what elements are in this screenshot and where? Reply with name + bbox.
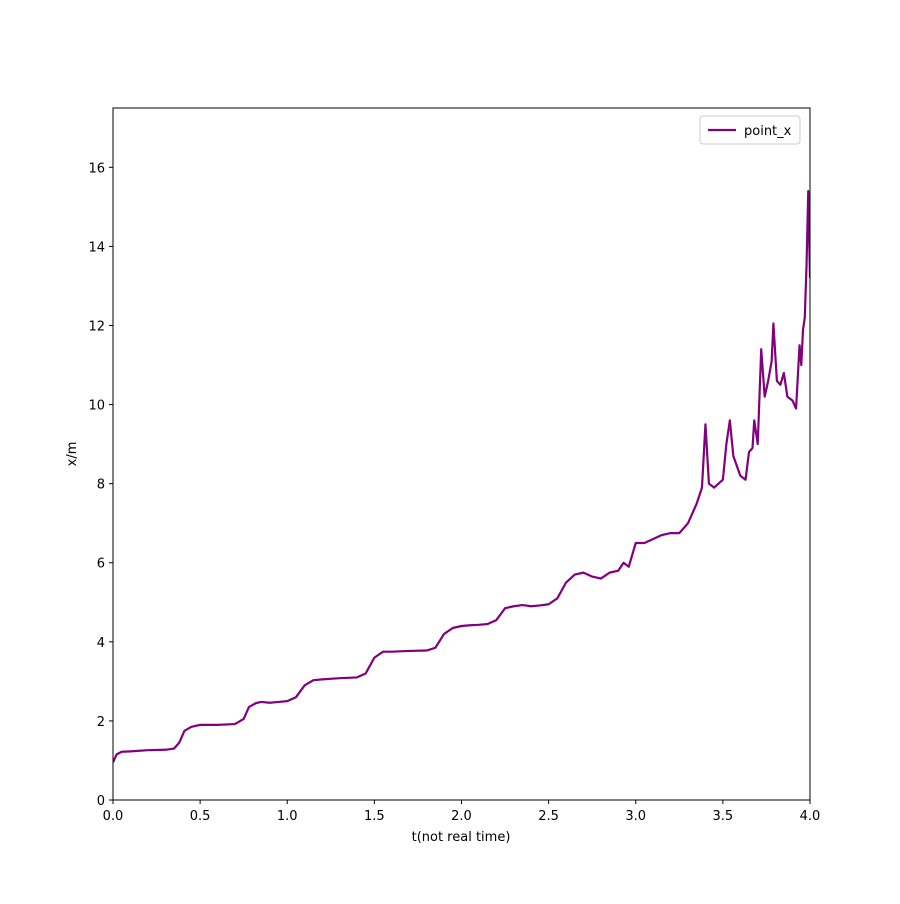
data-line xyxy=(113,189,810,763)
x-tick-label: 0.5 xyxy=(190,809,211,824)
x-tick-label: 0.0 xyxy=(103,809,124,824)
y-tick-label: 0 xyxy=(97,794,105,809)
y-tick-label: 10 xyxy=(88,399,105,414)
x-axis-label: t(not real time) xyxy=(412,830,511,845)
y-tick-label: 16 xyxy=(88,161,105,176)
y-tick-label: 6 xyxy=(97,557,105,572)
x-tick-label: 3.5 xyxy=(713,809,734,824)
plot-frame xyxy=(112,107,811,801)
y-tick-label: 8 xyxy=(97,478,105,493)
legend-box xyxy=(699,115,801,145)
x-tick-label: 1.0 xyxy=(277,809,298,824)
x-tick-label: 2.5 xyxy=(538,809,559,824)
x-tick-label: 3.0 xyxy=(625,809,646,824)
x-tick-label: 2.0 xyxy=(451,809,472,824)
x-tick-label: 1.5 xyxy=(364,809,385,824)
x-tick-label: 4.0 xyxy=(800,809,821,824)
y-tick-label: 4 xyxy=(97,636,105,651)
y-tick-label: 12 xyxy=(88,319,105,334)
y-tick-label: 2 xyxy=(97,715,105,730)
y-axis-label: x/m xyxy=(65,442,80,467)
y-tick-label: 14 xyxy=(88,240,105,255)
legend-label: point_x xyxy=(744,124,792,139)
